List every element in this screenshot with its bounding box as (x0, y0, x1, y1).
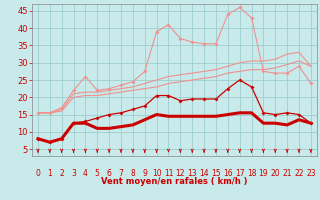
X-axis label: Vent moyen/en rafales ( km/h ): Vent moyen/en rafales ( km/h ) (101, 178, 248, 186)
